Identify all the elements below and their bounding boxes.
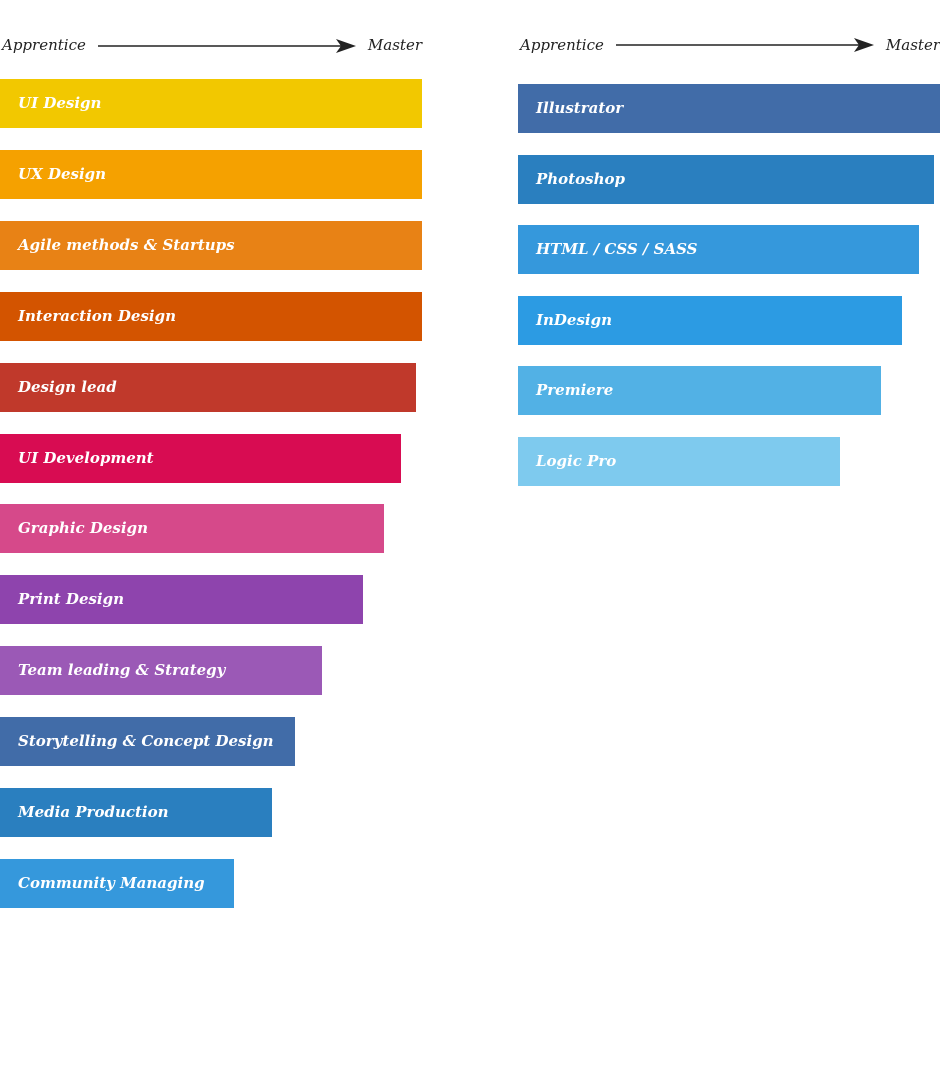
arrow-right-icon <box>98 39 356 53</box>
skill-bar: Agile methods & Startups <box>0 221 422 270</box>
scale-end-label: Master <box>367 36 422 54</box>
arrow-right-icon <box>616 38 874 52</box>
skill-bar: Storytelling & Concept Design <box>0 717 295 766</box>
skill-bar: Logic Pro <box>518 437 840 486</box>
skill-bar: Interaction Design <box>0 292 422 341</box>
skill-bar: Community Managing <box>0 859 234 908</box>
skill-bar: Print Design <box>0 575 363 624</box>
skill-bar: Media Production <box>0 788 272 837</box>
skill-bar: UX Design <box>0 150 422 199</box>
scale-end-label: Master <box>885 36 940 54</box>
skill-bar: Premiere <box>518 366 881 415</box>
scale-header: Apprentice Master <box>0 34 422 56</box>
skill-bar: Team leading & Strategy <box>0 646 322 695</box>
skill-bar: Graphic Design <box>0 504 384 553</box>
skill-bar: HTML / CSS / SASS <box>518 225 919 274</box>
skill-bar: Photoshop <box>518 155 934 204</box>
skill-bar: InDesign <box>518 296 902 345</box>
skill-bar: Illustrator <box>518 84 940 133</box>
skill-bar: UI Development <box>0 434 401 483</box>
skill-bar: UI Design <box>0 79 422 128</box>
scale-start-label: Apprentice <box>2 36 86 54</box>
scale-header: Apprentice Master <box>518 34 940 56</box>
scale-start-label: Apprentice <box>520 36 604 54</box>
skill-bar: Design lead <box>0 363 416 412</box>
